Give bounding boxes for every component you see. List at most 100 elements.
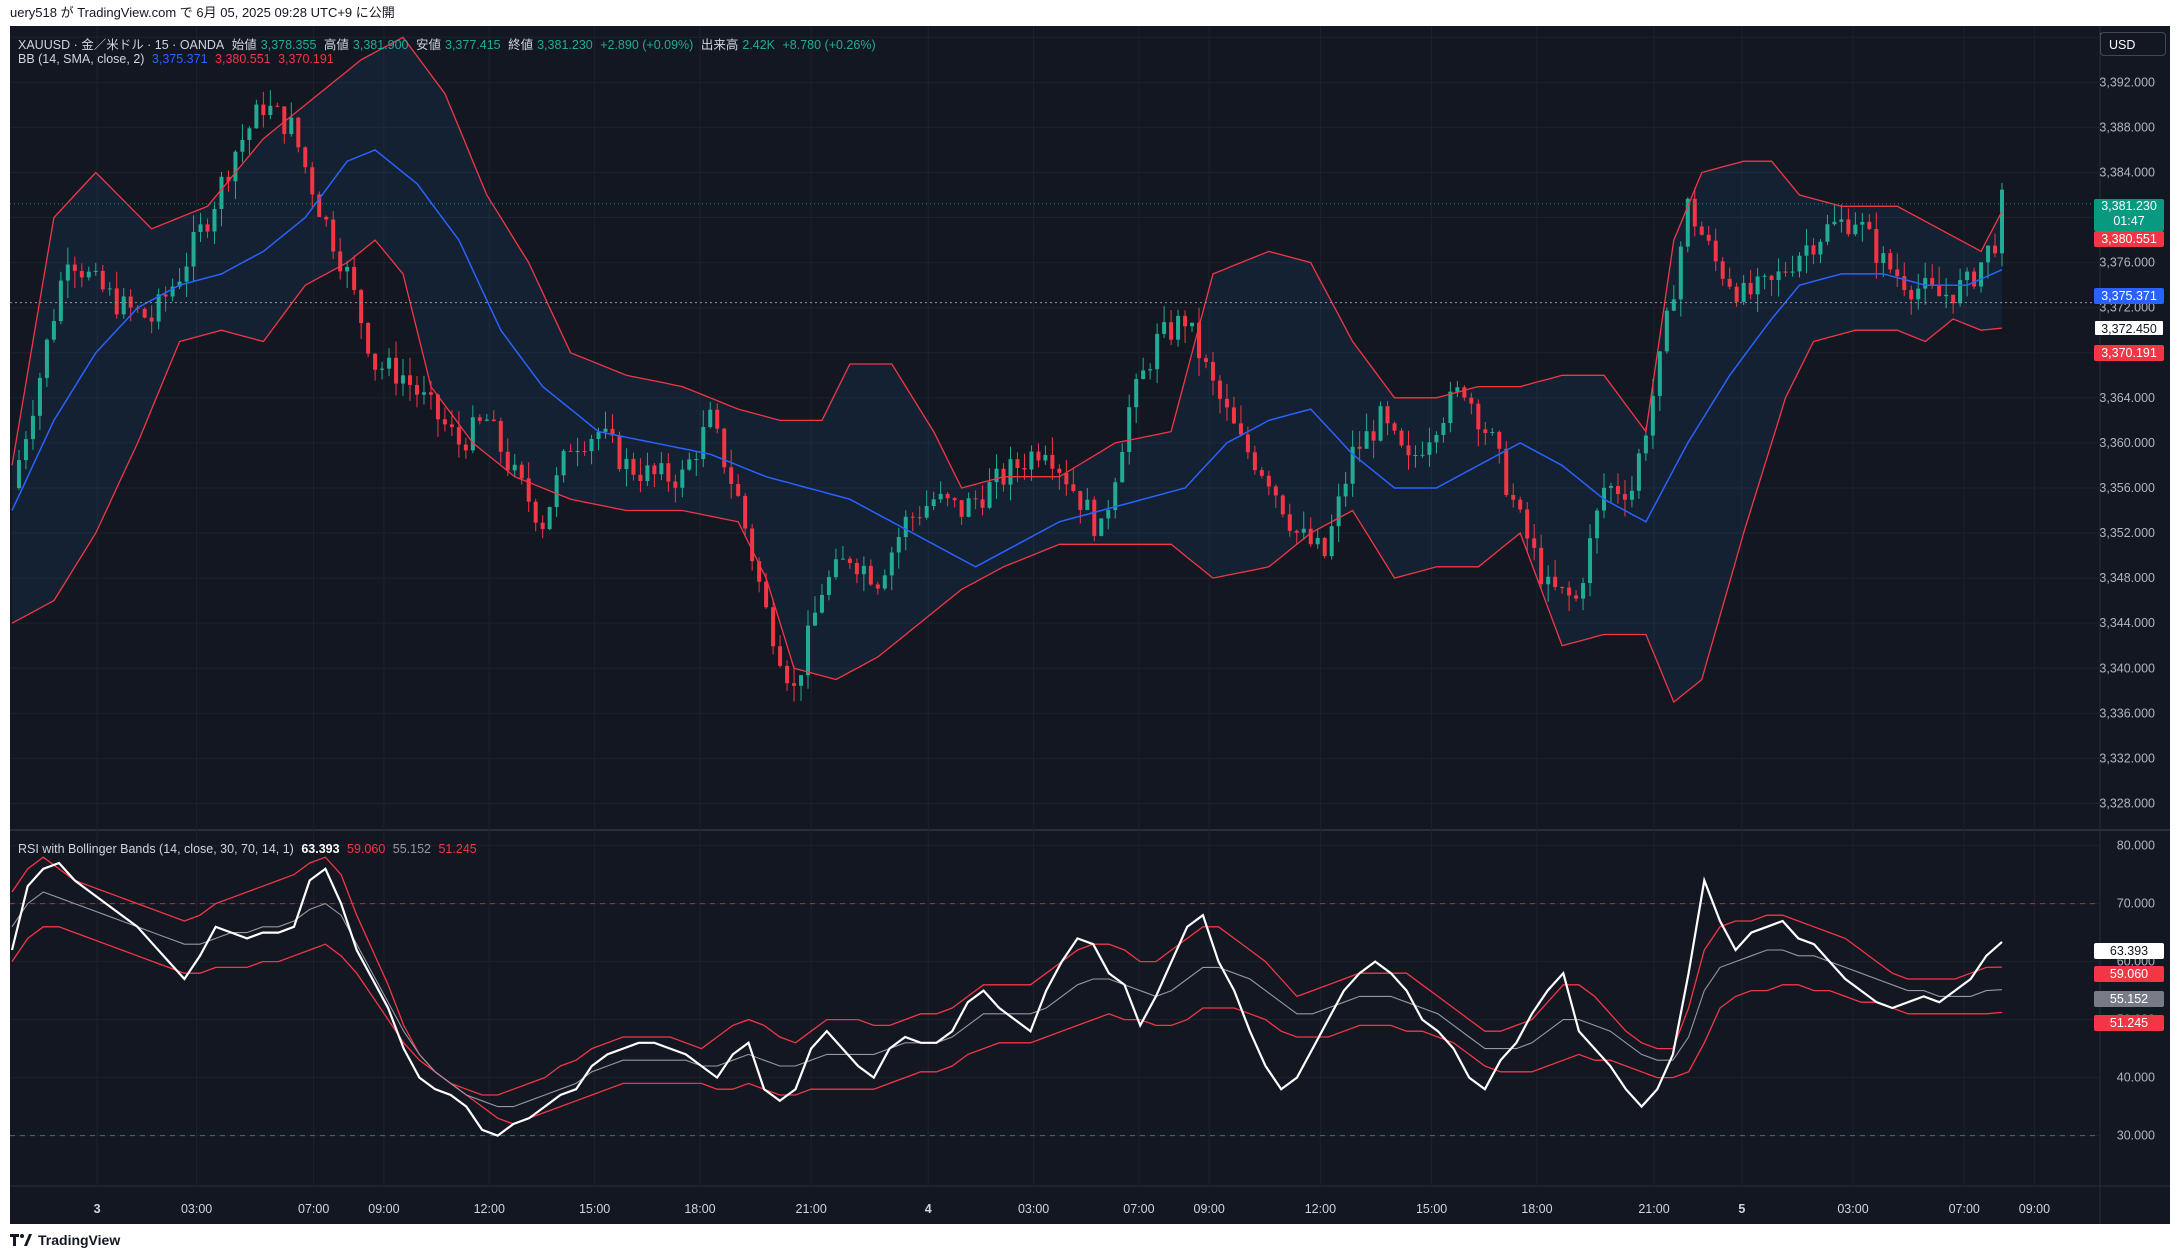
candle-body	[156, 294, 161, 322]
time-tick-label: 15:00	[1416, 1202, 1447, 1216]
candle-body	[1462, 387, 1467, 398]
candle-body	[107, 288, 112, 290]
candle-body	[1699, 226, 1704, 235]
chart-canvas[interactable]: 3,328.000 3,332.000 3,336.000 3,340.000 3,34…	[10, 26, 2170, 1224]
candle-body	[477, 417, 482, 421]
currency-button[interactable]: USD	[2100, 32, 2166, 56]
candle-body	[1050, 454, 1055, 469]
bb-basis-value: 3,375.371	[151, 52, 208, 66]
candle-body	[1350, 446, 1355, 484]
symbol-label[interactable]: XAUUSD · 金／米ドル · 15 · OANDA	[18, 38, 225, 52]
candle-body	[408, 375, 412, 385]
candle-body	[582, 451, 587, 453]
candle-body	[1650, 395, 1655, 436]
candle-body	[1099, 518, 1104, 536]
candle-body	[1825, 224, 1830, 242]
candle-body	[1734, 286, 1739, 302]
footer-brand[interactable]: TradingView	[10, 1226, 120, 1254]
candle-body	[631, 458, 636, 475]
candle-body	[924, 506, 929, 518]
candle-body	[638, 474, 643, 482]
candle-body	[1951, 294, 1956, 304]
candle-body	[1399, 430, 1404, 446]
candle-body	[1608, 486, 1613, 488]
candle-body	[37, 377, 42, 416]
chart-area[interactable]: 3,328.000 3,332.000 3,336.000 3,340.000 3,34…	[10, 26, 2170, 1224]
candle-body	[1895, 269, 1900, 277]
time-tick-label: 03:00	[181, 1202, 212, 1216]
candle-body	[1504, 448, 1509, 495]
candle-body	[1266, 475, 1271, 487]
candle-body	[1664, 310, 1669, 352]
candle-body	[806, 625, 810, 676]
time-tick-label: 4	[925, 1202, 932, 1216]
candle-body	[1134, 379, 1139, 408]
volume-label: 出来高	[700, 38, 739, 52]
candle-body	[687, 459, 692, 470]
candle-body	[1811, 245, 1816, 255]
candle-body	[1525, 509, 1530, 539]
bb-basis-tag: 3,375.371	[2094, 288, 2164, 304]
time-tick-label: 21:00	[1638, 1202, 1669, 1216]
candle-body	[1043, 454, 1048, 461]
candle-body	[554, 475, 559, 508]
bb-name: BB (14, SMA, close, 2)	[18, 52, 145, 66]
high-label: 高値	[323, 38, 349, 52]
candle-body	[1497, 431, 1502, 449]
candle-body	[149, 317, 154, 322]
candle-body	[743, 495, 748, 529]
candle-body	[254, 104, 259, 129]
candle-body	[491, 419, 496, 421]
candle-body	[1776, 271, 1781, 281]
candle-body	[142, 308, 147, 318]
candle-body	[603, 428, 608, 432]
price-tick-label: 3,356.000	[2099, 481, 2155, 495]
candle-body	[596, 431, 601, 439]
candle-body	[226, 176, 231, 182]
candle-body	[1301, 528, 1306, 533]
candle-body	[1441, 423, 1446, 435]
candle-body	[729, 467, 734, 485]
candle-body	[1832, 221, 1837, 225]
candle-body	[303, 147, 308, 168]
candle-body	[868, 565, 873, 585]
price-tick-label: 3,372.000	[2099, 301, 2155, 315]
candle-body	[1057, 468, 1062, 473]
candle-body	[317, 194, 322, 217]
candle-body	[198, 224, 203, 232]
candle-body	[1434, 434, 1439, 443]
candle-body	[296, 117, 301, 148]
candle-body	[1315, 537, 1320, 545]
candle-body	[896, 537, 901, 553]
bb-legend[interactable]: BB (14, SMA, close, 2) 3,375.371 3,380.5…	[18, 52, 338, 66]
candle-body	[247, 128, 252, 140]
candle-body	[212, 208, 217, 232]
candle-body	[903, 516, 908, 538]
crosshair-price-tag: 3,372.450	[2094, 320, 2164, 336]
candle-body	[23, 439, 28, 461]
candle-body	[1692, 198, 1697, 227]
open-label: 始値	[231, 38, 257, 52]
candle-body	[1930, 278, 1935, 285]
candle-body	[750, 528, 755, 562]
rsi-lower-value: 51.245	[438, 842, 477, 856]
rsi-legend[interactable]: RSI with Bollinger Bands (14, close, 30,…	[18, 842, 481, 856]
candle-body	[1539, 547, 1544, 585]
candle-body	[1252, 452, 1257, 471]
candle-body	[1769, 275, 1774, 281]
candle-body	[205, 224, 210, 232]
candle-body	[533, 501, 538, 523]
candle-body	[1183, 315, 1188, 327]
candle-body	[170, 286, 175, 297]
candle-body	[219, 176, 224, 209]
candle-body	[1958, 280, 1963, 304]
time-tick-label: 03:00	[1018, 1202, 1049, 1216]
countdown-value: 01:47	[2113, 214, 2145, 228]
price-tick-label: 3,328.000	[2099, 796, 2155, 810]
candle-body	[338, 251, 343, 272]
candle-body	[1106, 510, 1111, 519]
last-price-tag: 3,381.230 01:47	[2094, 199, 2164, 231]
time-tick-label: 18:00	[1521, 1202, 1552, 1216]
rsi-tick-label: 30.000	[2117, 1129, 2155, 1143]
candle-body	[1071, 484, 1076, 492]
